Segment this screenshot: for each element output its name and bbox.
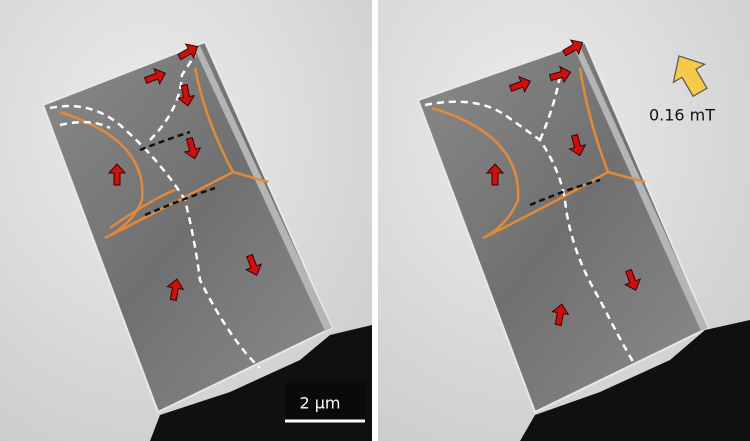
panel-right: 0.16 mT [378, 0, 750, 441]
scale-bar-label: 2 µm [299, 394, 340, 413]
field-label: 0.16 mT [649, 106, 715, 125]
panel-left: 2 µm [0, 0, 372, 441]
micrographs: 2 µm 0.16 mT [0, 0, 750, 441]
page: 2 µm 0.16 mT (() => { const data = JSON.… [0, 0, 750, 441]
